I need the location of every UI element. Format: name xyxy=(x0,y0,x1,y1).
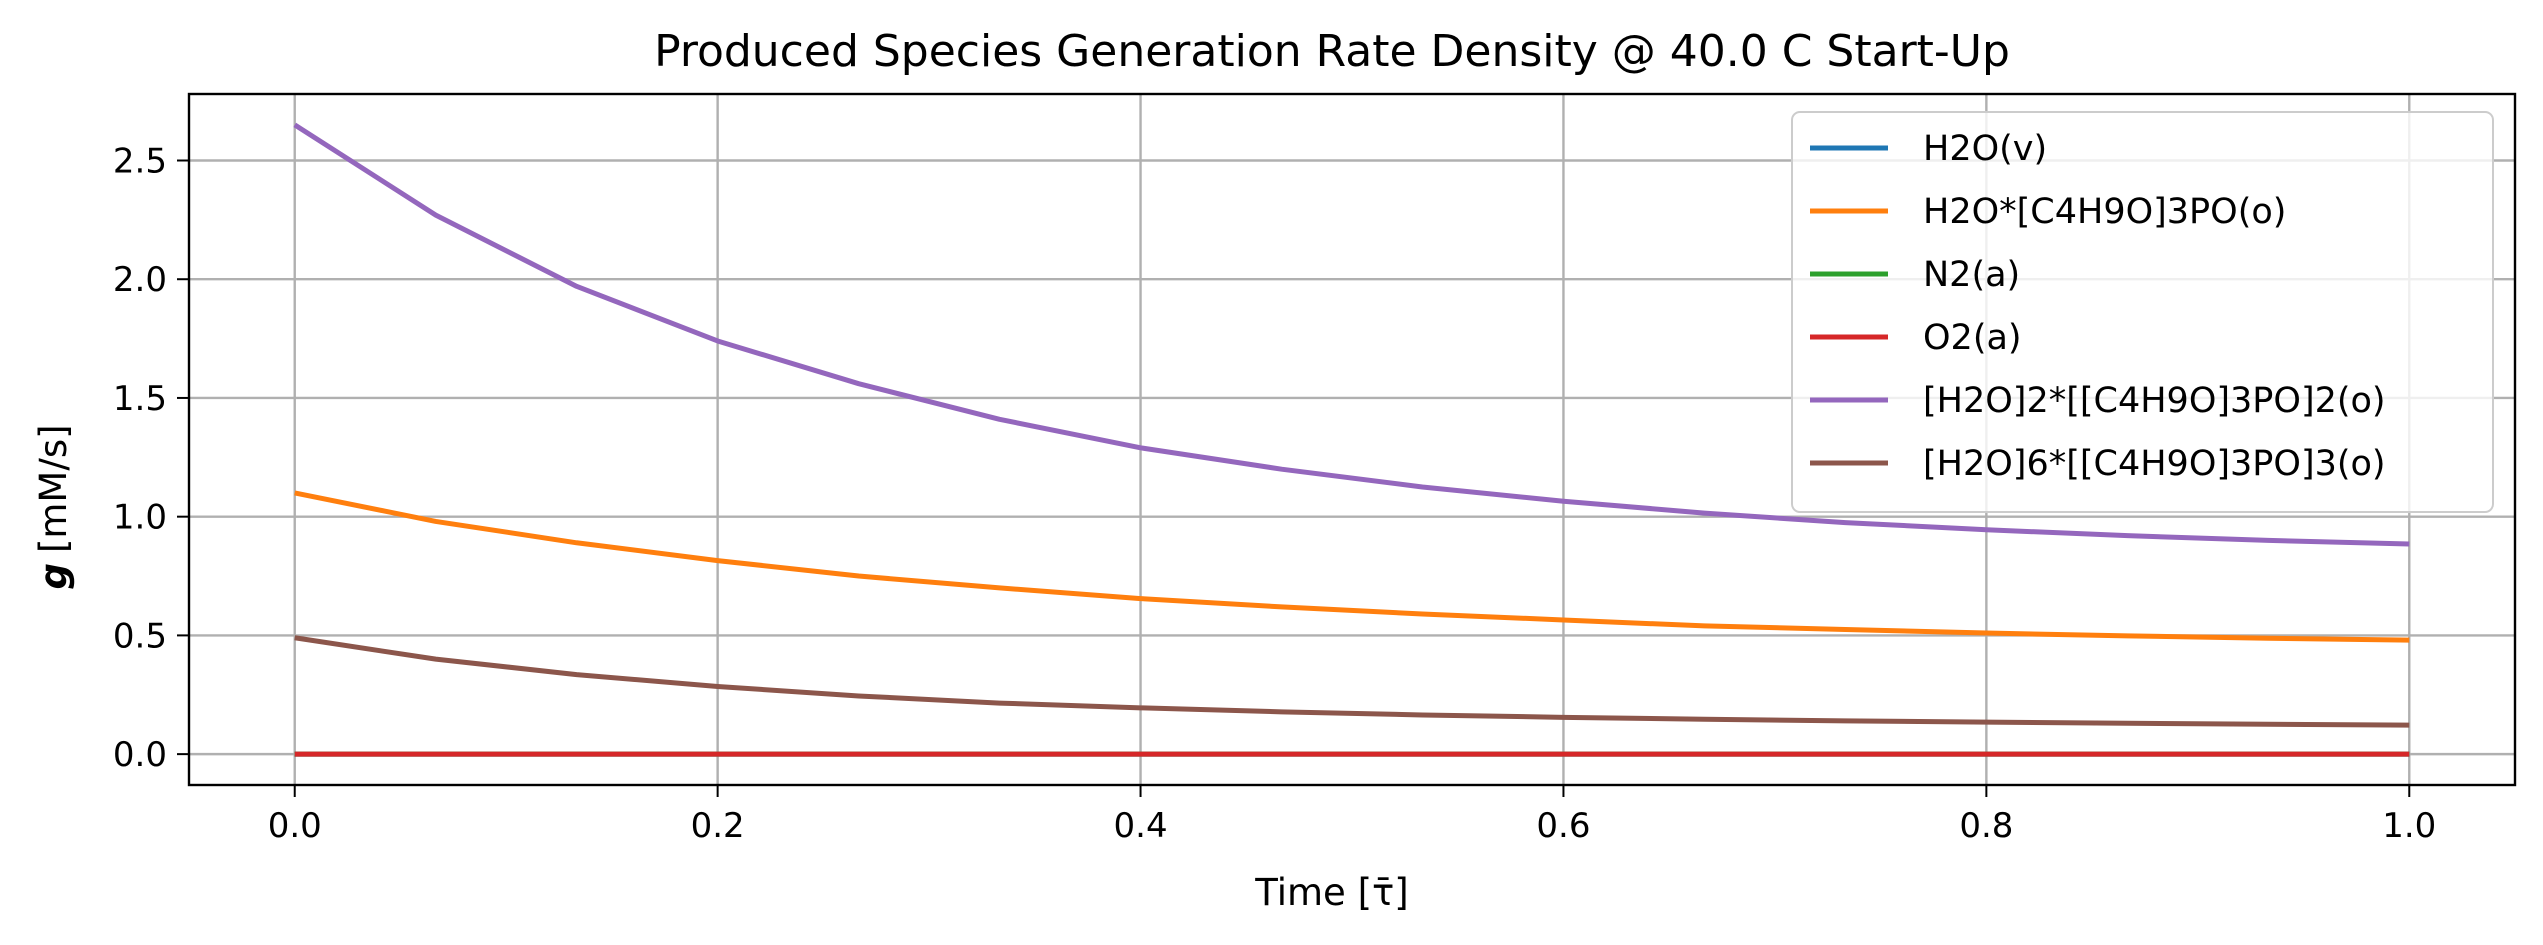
y-axis-symbol: g xyxy=(32,563,75,590)
legend-label: [H2O]6*[[C4H9O]3PO]3(o) xyxy=(1923,444,2386,484)
x-tick-label: 0.6 xyxy=(1536,806,1590,846)
x-tick-label: 1.0 xyxy=(2382,806,2436,846)
y-axis-label: g [mM/s] xyxy=(32,424,75,589)
y-tick-label: 2.5 xyxy=(113,141,167,181)
legend-box xyxy=(1791,111,2494,513)
series-line-6 xyxy=(294,635,2410,728)
legend-label: N2(a) xyxy=(1923,255,2020,295)
axis-ticks: 0.0 0.2 0.4 0.6 0.8 1.0 0.0 0.5 1.0 1.5 2.0 2.5 xyxy=(113,141,2436,846)
chart-title: Produced Species Generation Rate Density… xyxy=(654,26,2010,77)
legend-label: H2O*[C4H9O]3PO(o) xyxy=(1923,192,2286,232)
x-tick-label: 0.2 xyxy=(691,806,745,846)
y-tick-label: 0.5 xyxy=(113,616,167,656)
y-tick-label: 0.0 xyxy=(113,735,167,775)
legend-label: H2O(v) xyxy=(1923,129,2047,169)
series-layer xyxy=(293,122,2410,757)
plot-frame xyxy=(187,92,2517,787)
legend-label: O2(a) xyxy=(1923,318,2022,358)
y-tick-label: 1.0 xyxy=(113,498,167,538)
series-line-5 xyxy=(293,122,2410,547)
x-tick-label: 0.0 xyxy=(268,806,322,846)
legend: H2O(v) H2O*[C4H9O]3PO(o) N2(a) O2(a) [H2O]2*… xyxy=(1791,111,2494,513)
series-line-2 xyxy=(294,490,2410,643)
x-tick-label: 0.4 xyxy=(1114,806,1168,846)
y-tick-label: 2.0 xyxy=(113,260,167,300)
y-axis-unit: [mM/s] xyxy=(32,424,75,553)
x-axis-label: Time [τ̄] xyxy=(1254,871,1408,914)
y-tick-label: 1.5 xyxy=(113,379,167,419)
x-tick-label: 0.8 xyxy=(1959,806,2013,846)
legend-label: [H2O]2*[[C4H9O]3PO]2(o) xyxy=(1923,381,2386,421)
